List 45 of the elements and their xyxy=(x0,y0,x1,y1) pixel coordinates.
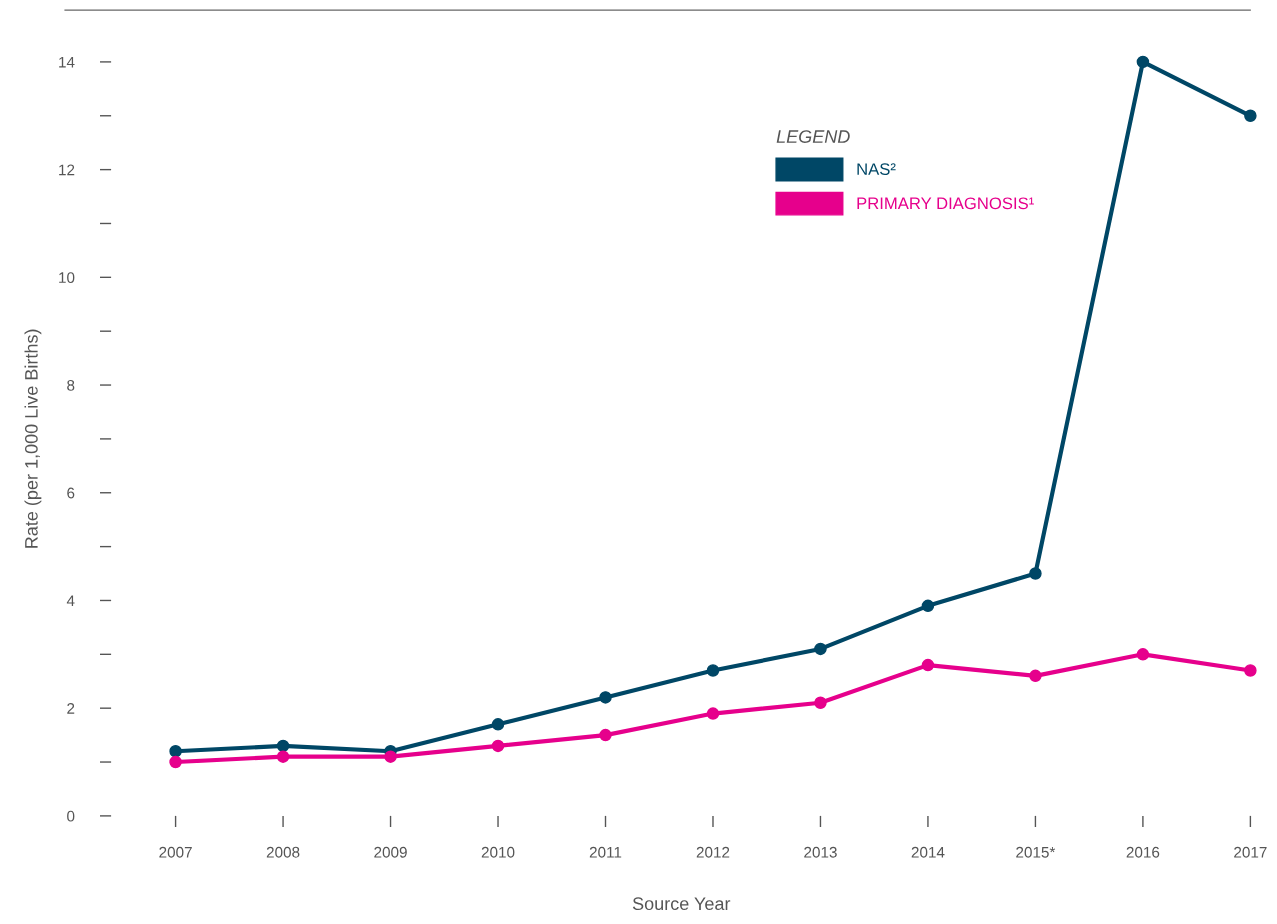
point xyxy=(1136,55,1150,69)
point xyxy=(1029,669,1042,683)
x-tick-label: 2013 xyxy=(804,846,837,858)
x-tick-label: 2010 xyxy=(481,846,515,858)
x-tick-label: 2016 xyxy=(1126,846,1160,858)
point xyxy=(1029,567,1042,580)
x-tick-label: 2007 xyxy=(159,846,192,858)
point xyxy=(169,745,182,758)
point xyxy=(384,750,397,763)
x-tick-label: 2014 xyxy=(911,846,945,858)
legend-title: LEGEND xyxy=(776,130,850,143)
y-tick-label: 2 xyxy=(67,703,75,714)
x-tick-label: 2009 xyxy=(374,846,407,858)
point xyxy=(1244,109,1257,123)
x-tick-label: 2017 xyxy=(1234,846,1267,858)
x-tick-label: 2015* xyxy=(1016,846,1056,858)
point xyxy=(1136,648,1150,661)
y-tick-label: 0 xyxy=(67,810,75,822)
point xyxy=(814,642,827,656)
legend-label: PRIMARY DIAGNOSIS¹ xyxy=(857,197,1034,210)
y-tick-label: 6 xyxy=(67,487,75,499)
y-tick-label: 14 xyxy=(59,56,75,68)
x-tick-label: 2011 xyxy=(589,846,622,858)
point xyxy=(599,691,612,704)
point xyxy=(1244,664,1257,677)
y-tick-label: 10 xyxy=(59,272,75,284)
x-tick-label: 2008 xyxy=(266,846,300,858)
y-tick-label: 8 xyxy=(67,379,75,391)
x-axis-title: Source Year xyxy=(632,897,731,911)
point xyxy=(491,718,505,731)
point xyxy=(491,739,505,753)
point xyxy=(814,696,827,710)
point xyxy=(706,664,720,677)
point xyxy=(276,750,290,763)
legend-label: NAS² xyxy=(857,163,896,176)
point xyxy=(921,599,935,613)
y-tick-label: 4 xyxy=(66,595,75,606)
point xyxy=(706,707,720,720)
point xyxy=(921,658,935,672)
point xyxy=(599,728,612,742)
point xyxy=(169,755,182,769)
y-tick-label: 12 xyxy=(59,164,75,176)
point xyxy=(276,739,290,753)
x-tick-label: 2012 xyxy=(696,846,730,858)
y-axis-title: Rate (per 1,000 Live Births) xyxy=(24,329,42,548)
